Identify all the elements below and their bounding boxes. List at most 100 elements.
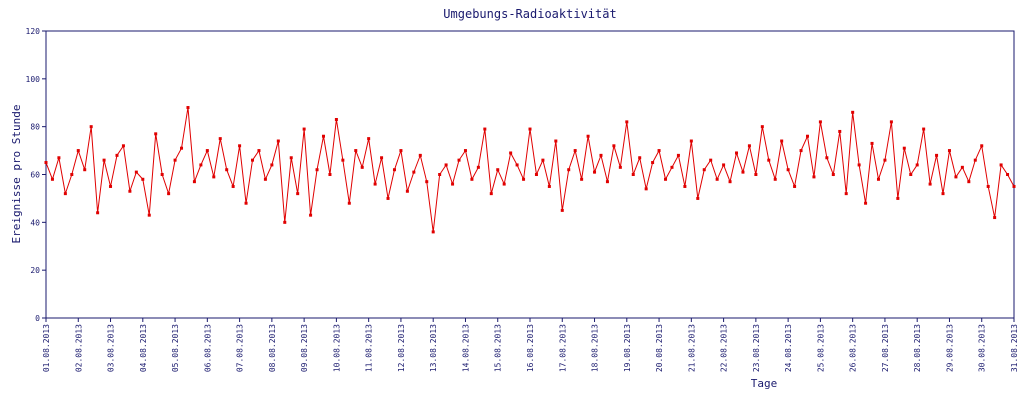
data-point: [528, 127, 532, 131]
data-point: [876, 177, 880, 181]
data-point: [567, 168, 571, 172]
data-point: [173, 158, 177, 162]
data-point: [902, 146, 906, 150]
data-point: [728, 180, 732, 184]
x-tick-label: 13.08.2013: [429, 324, 438, 372]
x-tick-label: 22.08.2013: [720, 324, 729, 372]
x-tick-label: 15.08.2013: [494, 324, 503, 372]
data-point: [263, 177, 267, 181]
data-point: [470, 177, 474, 181]
data-point: [735, 151, 739, 155]
data-point: [825, 156, 829, 160]
data-point: [812, 175, 816, 179]
data-point: [715, 177, 719, 181]
data-point: [63, 192, 67, 196]
x-tick-label: 23.08.2013: [752, 324, 761, 372]
data-point: [709, 158, 713, 162]
data-point: [431, 230, 435, 234]
y-tick-label: 120: [26, 27, 41, 36]
data-point: [218, 137, 222, 141]
data-point: [483, 127, 487, 131]
data-point: [509, 151, 513, 155]
x-tick-label: 30.08.2013: [978, 324, 987, 372]
x-tick-label: 20.08.2013: [655, 324, 664, 372]
data-point: [689, 139, 693, 143]
data-point: [612, 144, 616, 148]
data-point: [386, 196, 390, 200]
x-tick-label: 03.08.2013: [107, 324, 116, 372]
data-point: [283, 220, 287, 224]
data-point: [115, 153, 119, 157]
data-point: [851, 110, 855, 114]
data-point: [44, 161, 48, 165]
data-point: [315, 168, 319, 172]
data-point: [147, 213, 151, 217]
x-tick-label: 25.08.2013: [816, 324, 825, 372]
data-point: [864, 201, 868, 205]
data-point: [805, 134, 809, 138]
data-point: [522, 177, 526, 181]
data-point: [547, 184, 551, 188]
data-point: [838, 129, 842, 133]
data-point: [476, 165, 480, 169]
data-point: [967, 180, 971, 184]
data-point: [367, 137, 371, 141]
data-point: [928, 182, 932, 186]
data-point: [347, 201, 351, 205]
y-tick-label: 0: [35, 314, 40, 323]
data-point: [212, 175, 216, 179]
data-point: [786, 168, 790, 172]
x-tick-label: 09.08.2013: [300, 324, 309, 372]
data-point: [276, 139, 280, 143]
data-point: [818, 120, 822, 124]
x-tick-label: 28.08.2013: [913, 324, 922, 372]
data-point: [515, 163, 519, 167]
data-point: [360, 165, 364, 169]
x-tick-label: 04.08.2013: [139, 324, 148, 372]
y-tick-label: 20: [30, 266, 40, 275]
x-tick-label: 17.08.2013: [558, 324, 567, 372]
data-point: [760, 125, 764, 129]
data-point: [128, 189, 132, 193]
x-tick-label: 19.08.2013: [623, 324, 632, 372]
data-point: [50, 177, 54, 181]
y-tick-label: 60: [30, 171, 40, 180]
data-point: [373, 182, 377, 186]
data-point: [141, 177, 145, 181]
x-tick-label: 07.08.2013: [236, 324, 245, 372]
data-point: [109, 184, 113, 188]
data-point: [296, 192, 300, 196]
data-point: [896, 196, 900, 200]
data-point: [405, 189, 409, 193]
data-point: [638, 156, 642, 160]
data-point: [870, 141, 874, 145]
data-point: [599, 153, 603, 157]
y-tick-label: 100: [26, 75, 41, 84]
x-tick-label: 24.08.2013: [784, 324, 793, 372]
data-point: [954, 175, 958, 179]
data-point: [605, 180, 609, 184]
data-point: [560, 208, 564, 212]
data-point: [973, 158, 977, 162]
data-point: [644, 187, 648, 191]
data-point: [580, 177, 584, 181]
x-tick-label: 08.08.2013: [268, 324, 277, 372]
data-point: [244, 201, 248, 205]
data-point: [593, 170, 597, 174]
data-point: [89, 125, 93, 129]
data-point: [586, 134, 590, 138]
data-point: [747, 144, 751, 148]
data-point: [289, 156, 293, 160]
data-point: [696, 196, 700, 200]
data-point: [941, 192, 945, 196]
data-point: [793, 184, 797, 188]
data-point: [754, 173, 758, 176]
data-point: [257, 149, 261, 153]
data-point: [186, 106, 190, 110]
data-point: [651, 161, 655, 165]
x-tick-label: 02.08.2013: [74, 324, 83, 372]
data-point: [392, 168, 396, 172]
data-point: [773, 177, 777, 181]
data-point: [167, 192, 171, 196]
